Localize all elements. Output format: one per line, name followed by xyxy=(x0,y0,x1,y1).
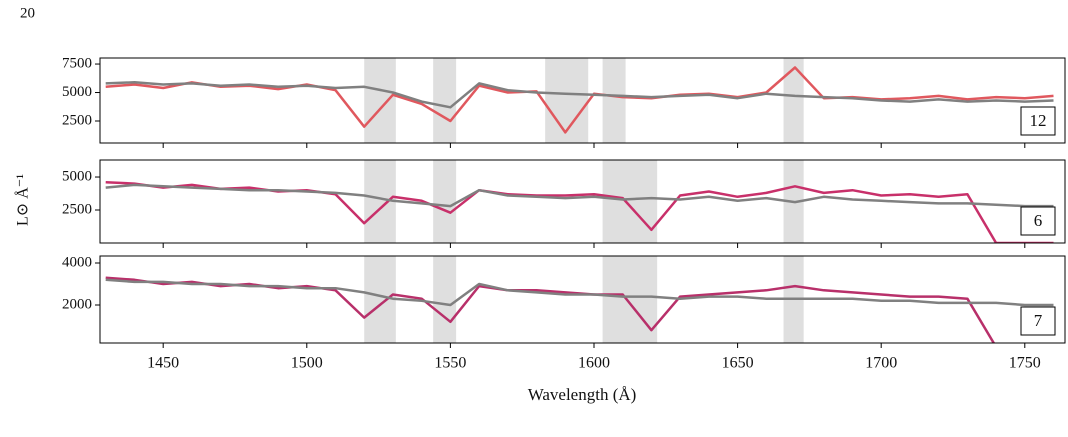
masked-region xyxy=(602,256,658,343)
x-tick-label: 1650 xyxy=(722,355,754,372)
panel-label: 12 xyxy=(1020,106,1056,136)
masked-region xyxy=(433,256,457,343)
x-tick-label: 1750 xyxy=(1009,355,1041,372)
panel xyxy=(105,256,1054,343)
panel-label-text: 12 xyxy=(1030,111,1047,130)
masked-region xyxy=(433,160,457,243)
panel-label-box xyxy=(1020,306,1056,336)
spectrum-line xyxy=(105,181,1054,243)
x-tick-label: 1700 xyxy=(865,355,897,372)
panel-label-text: 7 xyxy=(1034,311,1043,330)
y-tick-label: 4000 xyxy=(62,254,92,270)
page-number: 20 xyxy=(20,5,35,21)
y-tick-label: 5000 xyxy=(62,84,92,100)
x-tick-label: 1600 xyxy=(578,355,610,372)
panel-frame xyxy=(99,159,1066,244)
masked-region xyxy=(364,256,396,343)
spectrum-line xyxy=(105,278,1054,307)
x-tick-label: 1550 xyxy=(434,355,466,372)
panel-frame xyxy=(99,57,1066,144)
y-tick-label: 5000 xyxy=(62,168,92,184)
panel xyxy=(105,160,1054,243)
panel-label: 6 xyxy=(1020,206,1056,236)
masked-region xyxy=(783,58,804,143)
y-tick-label: 2000 xyxy=(62,296,92,312)
x-axis-label: Wavelength (Å) xyxy=(528,385,637,404)
spectrum-line xyxy=(105,183,1054,208)
masked-region xyxy=(602,160,658,243)
panel-label-text: 6 xyxy=(1034,211,1043,230)
y-tick-label: 2500 xyxy=(62,112,92,128)
x-tick-label: 1500 xyxy=(291,355,323,372)
y-axis-label: L⊙ Å⁻¹ xyxy=(14,174,32,226)
spectrum-line xyxy=(105,276,996,343)
spectrum-line xyxy=(105,66,1054,134)
x-tick-label: 1450 xyxy=(147,355,179,372)
masked-region xyxy=(433,58,457,143)
y-tick-label: 2500 xyxy=(62,201,92,217)
panel-label-box xyxy=(1020,206,1056,236)
spectrum-line xyxy=(105,81,1054,109)
masked-region xyxy=(364,58,396,143)
panel-frame xyxy=(99,255,1066,344)
y-tick-label: 7500 xyxy=(62,55,92,71)
masked-region xyxy=(602,58,626,143)
panel-label: 7 xyxy=(1020,306,1056,336)
panel xyxy=(105,58,1054,143)
panel-label-box xyxy=(1020,106,1056,136)
